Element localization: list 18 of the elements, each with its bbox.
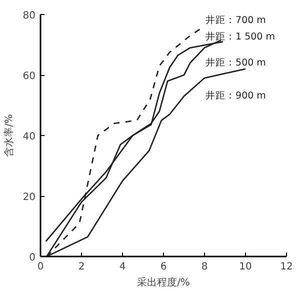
x-tick-label: 10: [239, 262, 252, 272]
x-tick-label: 8: [201, 262, 208, 272]
x-tick-label: 0: [37, 262, 44, 272]
x-tick-label: 4: [119, 262, 126, 272]
x-tick-label: 2: [78, 262, 85, 272]
series-label: 井距：1 500 m: [206, 30, 276, 43]
y-tick-label: 40: [22, 132, 36, 142]
y-tick-label: 60: [22, 71, 36, 82]
y-axis-title: 含水率/%: [2, 114, 15, 157]
x-tick-label: 12: [280, 262, 293, 272]
series-label: 井距：900 m: [206, 90, 266, 102]
x-axis-title: 采出程度/%: [137, 276, 190, 288]
x-tick-label: 6: [160, 262, 167, 272]
y-tick-label: 0: [29, 252, 36, 264]
series-label: 井距：500 m: [206, 56, 266, 68]
y-tick-label: 20: [22, 192, 36, 203]
series-label: 井距：700 m: [206, 14, 266, 26]
y-tick-label: 80: [22, 10, 36, 22]
